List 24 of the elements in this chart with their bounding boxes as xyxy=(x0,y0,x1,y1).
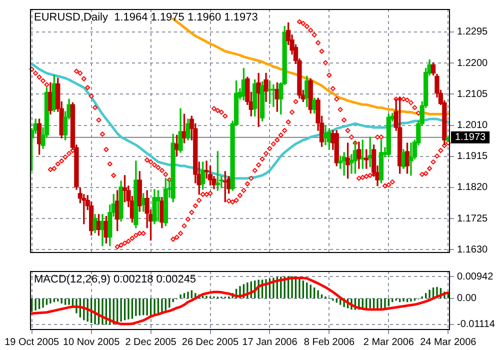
x-tick-label: 8 Feb 2006 xyxy=(304,336,355,348)
candlestick xyxy=(342,152,346,176)
y-tick-label: 1.1725 xyxy=(457,213,488,224)
x-tick-label: 26 Dec 2005 xyxy=(182,336,240,348)
y-tick-label: 1.1630 xyxy=(457,244,488,256)
candlestick xyxy=(408,142,414,176)
y-tick-label: 1.1820 xyxy=(457,182,488,194)
y-tick-label: 1.2010 xyxy=(457,120,488,132)
y-tick-label: -0.01114 xyxy=(457,319,496,330)
y-tick-label: 0.00942 xyxy=(457,271,494,282)
x-tick-label: 17 Jan 2006 xyxy=(242,336,298,348)
x-tick-label: 19 Oct 2005 xyxy=(4,336,60,348)
y-tick-label: 1.2200 xyxy=(457,58,488,69)
y-tick-label: 0.00 xyxy=(457,293,477,304)
ref-line-label: 1.1973 xyxy=(455,132,486,144)
y-tick-label: 1.2295 xyxy=(457,26,488,38)
chart-title: MACD(12,26,9) 0.00218 0.00245 xyxy=(34,274,196,286)
x-tick-label: 10 Nov 2005 xyxy=(62,336,120,348)
y-tick-label: 1.2105 xyxy=(457,88,488,100)
x-tick-label: 2 Dec 2005 xyxy=(125,336,177,348)
y-tick-label: 1.1915 xyxy=(457,151,488,162)
x-tick-label: 24 Mar 2006 xyxy=(420,336,477,348)
x-tick-label: 2 Mar 2006 xyxy=(363,336,414,348)
chart-title: EURUSD,Daily 1.1964 1.1975 1.1960 1.1973 xyxy=(34,12,258,24)
